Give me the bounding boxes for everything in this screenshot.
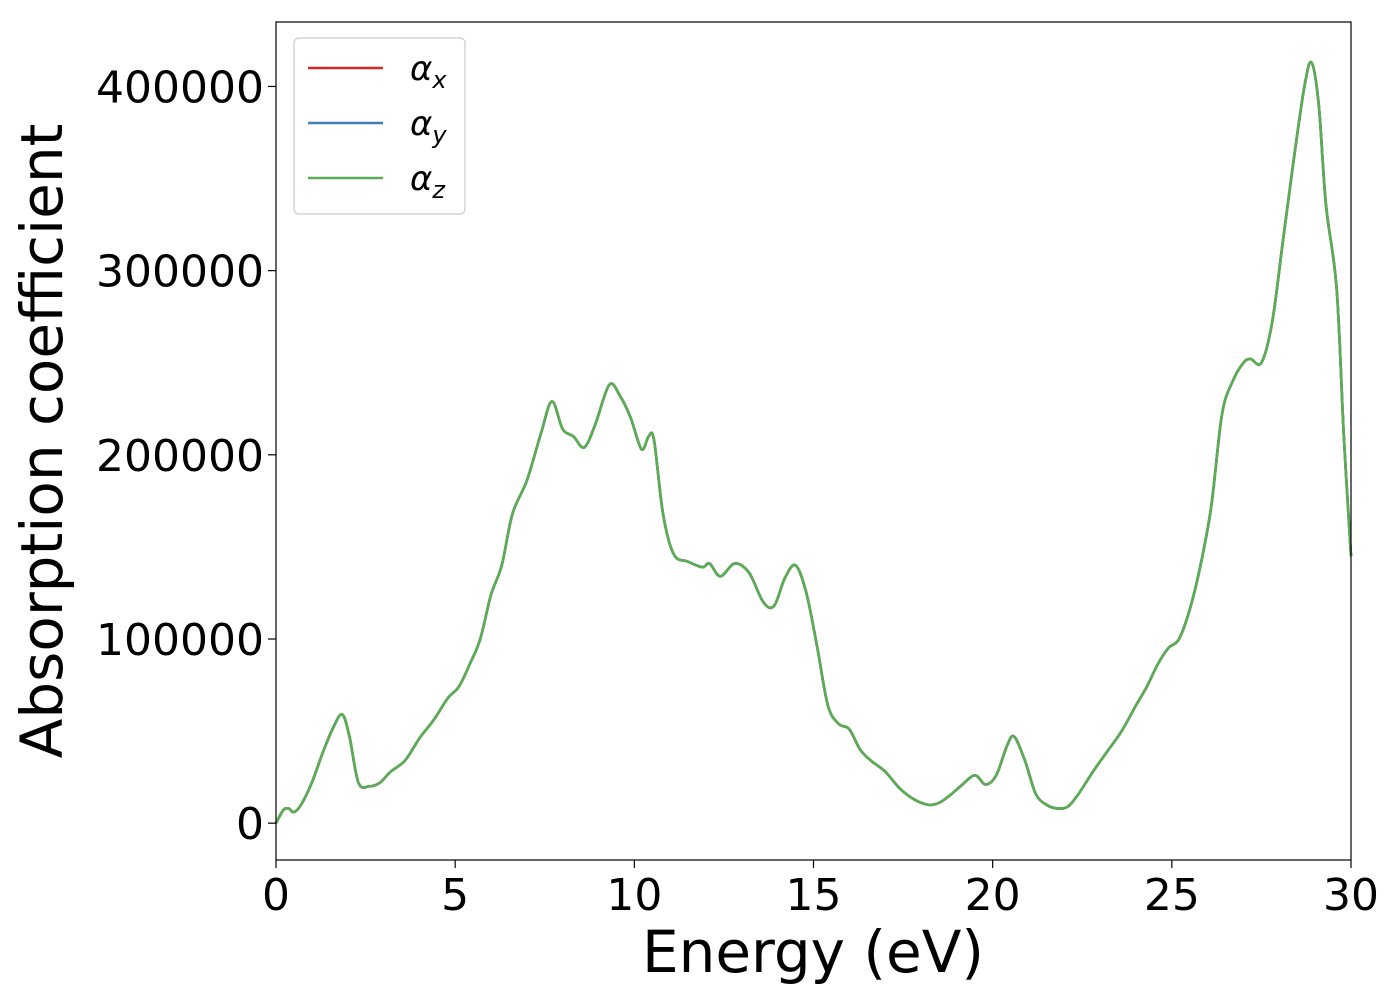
x-tick-label: 25 (1144, 870, 1200, 921)
x-tick-label: 20 (965, 870, 1021, 921)
x-axis-title: Energy (eV) (642, 918, 984, 986)
y-tick-label: 200000 (96, 431, 264, 482)
x-tick-label: 0 (262, 870, 290, 921)
y-axis-ticks: 0 100000 200000 300000 400000 (96, 62, 276, 850)
series-layer (274, 60, 1353, 824)
y-tick-label: 300000 (96, 247, 264, 298)
legend-label: αx (410, 49, 447, 94)
x-tick-label: 10 (606, 870, 662, 921)
x-axis-ticks: 0 5 10 15 20 25 30 (262, 860, 1379, 921)
legend-label: αy (410, 104, 447, 149)
y-tick-label: 400000 (96, 62, 264, 113)
x-tick-label: 15 (786, 870, 842, 921)
series-line-z (274, 60, 1353, 824)
x-tick-label: 5 (441, 870, 469, 921)
y-axis-title: Absorption coefficient (8, 124, 76, 759)
y-tick-label: 0 (236, 799, 264, 850)
legend-box (293, 37, 466, 215)
legend-label: αz (410, 159, 446, 204)
legend: αx αy αz (293, 37, 466, 215)
y-tick-label: 100000 (96, 615, 264, 666)
x-tick-label: 30 (1323, 870, 1379, 921)
